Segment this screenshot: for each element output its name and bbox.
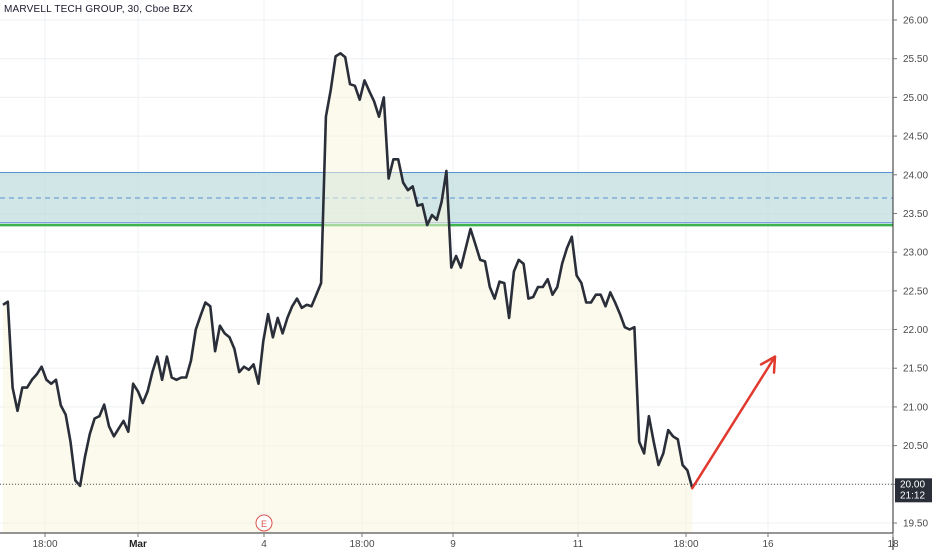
time-tick-label: 11 [573, 539, 584, 550]
annotation-layer: E [0, 355, 893, 532]
time-tick-label: 18:00 [349, 539, 374, 550]
price-tick-label: 21.50 [903, 364, 928, 375]
chart-title: MARVELL TECH GROUP, 30, Cboe BZX [4, 4, 193, 15]
price-tick-label: 25.50 [903, 54, 928, 65]
earnings-marker-label: E [261, 519, 267, 529]
price-tick-label: 22.50 [903, 286, 928, 297]
price-tick-label: 19.50 [903, 519, 928, 530]
price-tick-label: 23.00 [903, 248, 928, 259]
price-tick-label: 24.50 [903, 132, 928, 143]
price-tick-label: 25.00 [903, 93, 928, 104]
time-tick-label: 18 [887, 539, 899, 550]
series-area [3, 53, 693, 534]
earnings-marker[interactable] [255, 514, 273, 532]
projection-arrow-head [759, 355, 777, 374]
time-tick-label: 9 [450, 539, 456, 550]
time-tick-label: 18:00 [32, 539, 57, 550]
time-tick-label: 4 [261, 539, 267, 550]
current-price-tag [895, 478, 932, 503]
time-tick-label: 18:00 [673, 539, 698, 550]
price-tick-label: 26.00 [903, 16, 928, 27]
time-tick-label: Mar [129, 539, 147, 550]
price-tick-label: 23.50 [903, 209, 928, 220]
price-tick-label: 24.00 [903, 170, 928, 181]
series-layer [2, 52, 694, 534]
price-tick-label: 21.00 [903, 402, 928, 413]
projection-arrow-shaft [691, 355, 777, 490]
countdown-label: 21:12 [900, 490, 925, 501]
price-line [2, 52, 694, 489]
price-tick-label: 20.50 [903, 441, 928, 452]
current-price-label: 20.00 [900, 479, 925, 490]
price-tick-label: 22.00 [903, 325, 928, 336]
time-tick-label: 16 [762, 539, 774, 550]
